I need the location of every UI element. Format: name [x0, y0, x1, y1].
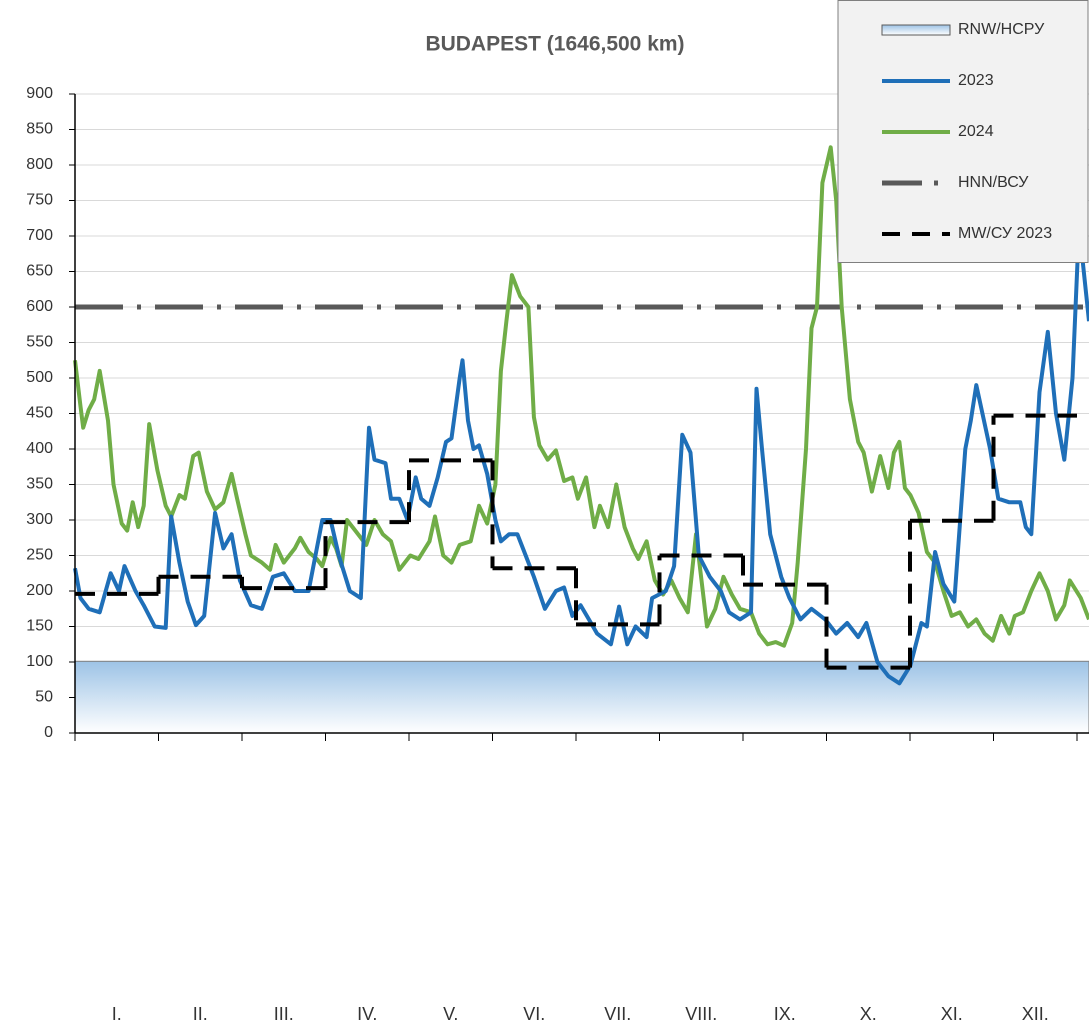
- legend-label: 2023: [958, 72, 994, 89]
- rnw-band: [74, 660, 1089, 734]
- series-line: [73, 145, 1089, 648]
- y-tick-label: 750: [26, 192, 53, 209]
- x-tick-label: VIII.: [685, 1004, 717, 1024]
- x-tick-label: II.: [193, 1004, 208, 1024]
- legend-label: MW/СУ 2023: [958, 225, 1052, 242]
- x-tick-label: IX.: [774, 1004, 796, 1024]
- y-tick-label: 50: [35, 689, 53, 706]
- x-tick-label: I.: [112, 1004, 122, 1024]
- x-tick-label: III.: [274, 1004, 294, 1024]
- y-tick-label: 0: [44, 724, 53, 741]
- legend-box: [837, 0, 1089, 263]
- y-tick-label: 550: [26, 334, 53, 351]
- y-tick-label: 800: [26, 156, 53, 173]
- x-tick-label: XII.: [1022, 1004, 1049, 1024]
- x-tick-label: VI.: [523, 1004, 545, 1024]
- y-tick-label: 500: [26, 369, 53, 386]
- x-tick-label: VII.: [604, 1004, 631, 1024]
- chart-title: BUDAPEST (1646,500 km): [425, 33, 684, 56]
- y-tick-label: 650: [26, 263, 53, 280]
- y-tick-label: 850: [26, 121, 53, 138]
- legend-label: 2024: [958, 123, 994, 140]
- y-tick-label: 100: [26, 653, 53, 670]
- y-tick-label: 150: [26, 618, 53, 635]
- y-tick-label: 300: [26, 511, 53, 528]
- y-tick-label: 350: [26, 476, 53, 493]
- x-tick-label: X.: [860, 1004, 877, 1024]
- legend-label: RNW/НСРУ: [958, 21, 1045, 38]
- y-tick-label: 600: [26, 298, 53, 315]
- legend-label: HNN/ВСУ: [958, 174, 1029, 191]
- x-tick-label: V.: [443, 1004, 458, 1024]
- y-tick-label: 200: [26, 582, 53, 599]
- y-tick-label: 250: [26, 547, 53, 564]
- x-tick-label: IV.: [357, 1004, 377, 1024]
- legend: RNW/НСРУ 2023 2024 HNN/ВСУ MW/СУ 2023: [837, 0, 1089, 263]
- y-tick-label: 450: [26, 405, 53, 422]
- x-tick-label: XI.: [941, 1004, 963, 1024]
- legend-swatch: [881, 24, 951, 36]
- y-tick-label: 400: [26, 440, 53, 457]
- y-tick-label: 700: [26, 227, 53, 244]
- y-tick-label: 900: [26, 85, 53, 102]
